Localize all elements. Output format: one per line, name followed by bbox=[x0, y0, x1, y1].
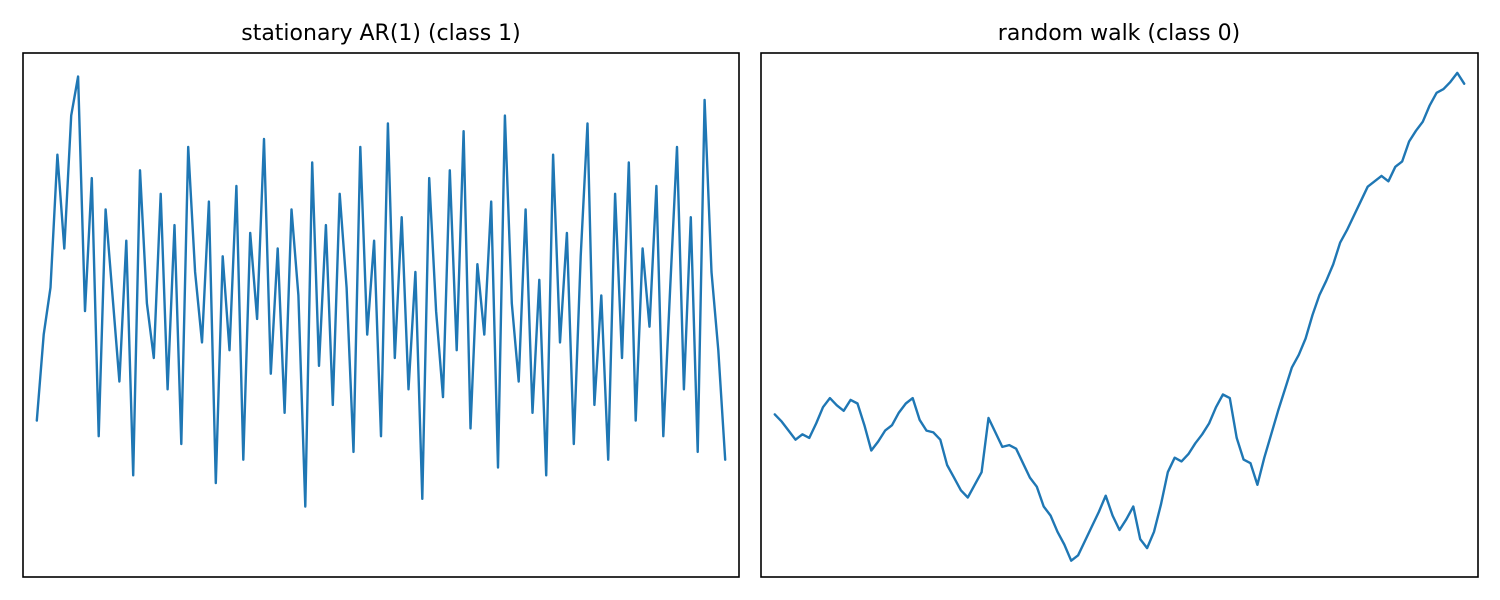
series-line-right bbox=[773, 71, 1466, 562]
plot-frame-left bbox=[22, 52, 740, 578]
chart-title-left: stationary AR(1) (class 1) bbox=[241, 21, 521, 46]
chart-panel-left: stationary AR(1) (class 1) bbox=[22, 21, 740, 578]
plot-frame-right bbox=[760, 52, 1479, 578]
series-group-right bbox=[773, 71, 1466, 562]
chart-panel-right: random walk (class 0) bbox=[760, 21, 1479, 578]
series-group-left bbox=[35, 75, 727, 508]
chart-title-right: random walk (class 0) bbox=[998, 21, 1240, 46]
series-line-left bbox=[35, 75, 727, 508]
